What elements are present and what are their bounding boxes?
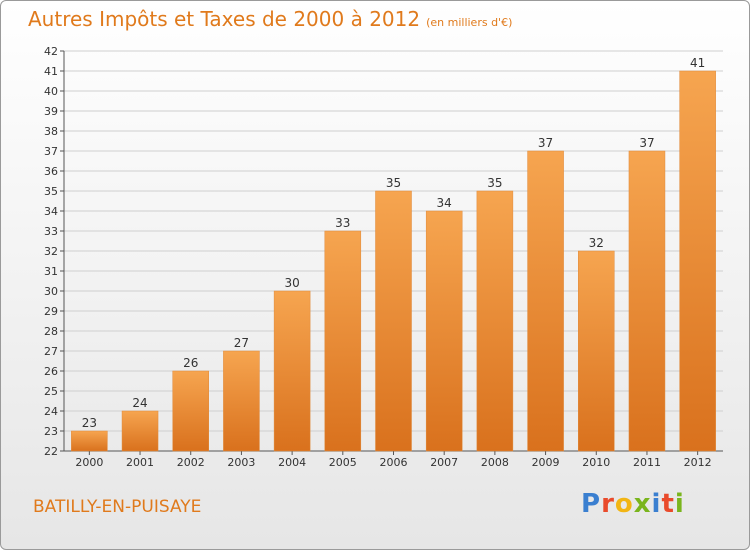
logo-letter: i xyxy=(674,489,685,519)
chart-title: Autres Impôts et Taxes de 2000 à 2012 (en… xyxy=(28,7,512,31)
data-label: 35 xyxy=(386,176,401,190)
data-label: 27 xyxy=(234,336,249,350)
bars xyxy=(71,70,716,452)
bar xyxy=(324,230,362,452)
y-tick-label: 41 xyxy=(44,65,58,78)
logo-letter: i xyxy=(651,489,662,519)
logo-letter: P xyxy=(581,489,602,519)
x-tick-label: 2010 xyxy=(582,456,610,469)
y-tick-label: 38 xyxy=(44,125,58,138)
bar xyxy=(172,370,209,452)
chart-title-text: Autres Impôts et Taxes de 2000 à 2012 xyxy=(28,7,421,31)
bar xyxy=(223,350,260,452)
y-tick-label: 23 xyxy=(44,425,58,438)
y-tick-label: 42 xyxy=(44,45,58,58)
bar xyxy=(71,430,108,452)
bar xyxy=(121,410,159,452)
y-tick-label: 22 xyxy=(44,445,58,458)
bar xyxy=(273,290,311,452)
data-label: 34 xyxy=(437,196,452,210)
data-label: 32 xyxy=(589,236,604,250)
y-tick-label: 40 xyxy=(44,85,58,98)
logo-letter: x xyxy=(633,489,652,519)
x-tick-label: 2000 xyxy=(75,456,103,469)
y-tick-label: 29 xyxy=(44,305,58,318)
y-tick-label: 39 xyxy=(44,105,58,118)
y-tick-label: 34 xyxy=(44,205,58,218)
bar xyxy=(527,150,564,452)
x-tick-label: 2008 xyxy=(481,456,509,469)
data-label: 37 xyxy=(538,136,553,150)
bar xyxy=(375,190,412,452)
x-tick-label: 2002 xyxy=(177,456,205,469)
y-tick-label: 33 xyxy=(44,225,58,238)
x-tick-label: 2001 xyxy=(126,456,154,469)
proxiti-logo: Proxiti xyxy=(581,489,685,519)
bar xyxy=(476,190,514,452)
logo-letter: r xyxy=(601,489,615,519)
y-tick-label: 27 xyxy=(44,345,58,358)
x-tick-label: 2011 xyxy=(633,456,661,469)
logo-letter: t xyxy=(661,489,675,519)
bar xyxy=(679,70,716,452)
y-tick-label: 25 xyxy=(44,385,58,398)
x-tick-label: 2007 xyxy=(430,456,458,469)
x-tick-label: 2005 xyxy=(329,456,357,469)
bar xyxy=(628,150,666,452)
x-tick-label: 2009 xyxy=(532,456,560,469)
data-label: 35 xyxy=(487,176,502,190)
x-tick-label: 2003 xyxy=(227,456,255,469)
y-tick-label: 37 xyxy=(44,145,58,158)
y-tick-label: 35 xyxy=(44,185,58,198)
place-name: BATILLY-EN-PUISAYE xyxy=(33,497,202,517)
y-tick-label: 24 xyxy=(44,405,58,418)
y-tick-label: 30 xyxy=(44,285,58,298)
chart-title-unit: (en milliers d'€) xyxy=(426,16,513,29)
data-label: 24 xyxy=(132,396,147,410)
y-tick-label: 26 xyxy=(44,365,58,378)
logo-letter: o xyxy=(614,489,634,519)
data-label: 26 xyxy=(183,356,198,370)
data-label: 23 xyxy=(82,416,97,430)
y-tick-label: 31 xyxy=(44,265,58,278)
x-tick-label: 2006 xyxy=(380,456,408,469)
data-labels: 23 24 26 27 30 33 35 34 35 37 32 37 41 xyxy=(82,56,706,430)
x-tick-label: 2012 xyxy=(684,456,712,469)
data-label: 33 xyxy=(335,216,350,230)
data-label: 30 xyxy=(284,276,299,290)
y-tick-label: 36 xyxy=(44,165,58,178)
bar xyxy=(425,210,463,452)
data-label: 41 xyxy=(690,56,705,70)
data-label: 37 xyxy=(639,136,654,150)
bar xyxy=(578,250,615,452)
y-tick-label: 28 xyxy=(44,325,58,338)
y-tick-label: 32 xyxy=(44,245,58,258)
x-tick-label: 2004 xyxy=(278,456,306,469)
